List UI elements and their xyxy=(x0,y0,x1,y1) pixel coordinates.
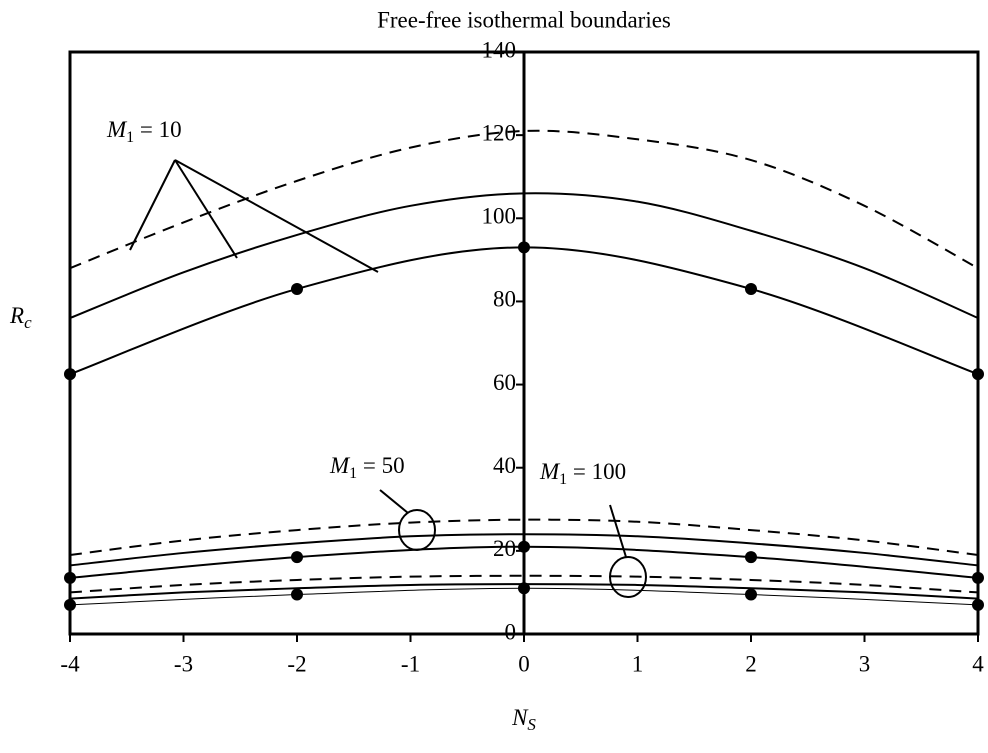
leader-line xyxy=(174,159,238,259)
x-tick-label: 2 xyxy=(745,651,757,676)
y-label-main: R xyxy=(9,303,24,328)
point xyxy=(64,571,76,584)
leaders xyxy=(129,159,647,598)
series-line xyxy=(69,192,979,319)
point xyxy=(518,241,530,254)
x-label-sub: S xyxy=(527,715,536,734)
point xyxy=(291,551,303,564)
x-tick-label: -1 xyxy=(401,651,420,676)
x-tick-label: 4 xyxy=(972,651,984,676)
point xyxy=(64,368,76,381)
y-tick-label: 0 xyxy=(505,619,517,644)
point xyxy=(745,282,757,295)
y-tick-label: 100 xyxy=(482,204,517,229)
annotation-sub: 1 xyxy=(126,129,134,146)
leader-line xyxy=(129,159,176,251)
point xyxy=(291,282,303,295)
x-tick-label: 0 xyxy=(518,651,530,676)
annotation-sub: 1 xyxy=(559,471,567,488)
leader-line xyxy=(174,159,379,273)
point xyxy=(745,551,757,564)
x-tick-label: -4 xyxy=(60,651,80,676)
x-tick-label: 1 xyxy=(632,651,644,676)
point xyxy=(745,588,757,601)
annotation: M1 = 100 xyxy=(539,459,626,487)
x-label-main: N xyxy=(511,705,529,730)
leader-line xyxy=(379,489,409,514)
y-label-sub: c xyxy=(24,313,32,332)
series-line xyxy=(69,533,979,567)
annotation-rest: = 100 xyxy=(567,459,626,484)
y-tick-label: 60 xyxy=(493,370,516,395)
y-tick-label: 20 xyxy=(493,536,516,561)
x-tick-label: -2 xyxy=(287,651,306,676)
point xyxy=(518,582,530,595)
callout-ellipse xyxy=(398,509,436,551)
point xyxy=(972,368,984,381)
chart-title: Free-free isothermal boundaries xyxy=(377,7,671,32)
point xyxy=(64,598,76,611)
series-line xyxy=(69,518,979,557)
point xyxy=(291,588,303,601)
x-axis-label: NS xyxy=(511,705,536,734)
x-tick-label: 3 xyxy=(859,651,871,676)
y-axis-label: Rc xyxy=(9,303,32,332)
annotation: M1 = 10 xyxy=(106,117,182,145)
y-tick-label: 80 xyxy=(493,287,516,312)
annotation-rest: = 50 xyxy=(357,453,404,478)
annotation-rest: = 10 xyxy=(134,117,181,142)
annotation-main: M xyxy=(329,453,351,478)
annotation-main: M xyxy=(539,459,561,484)
annotation: M1 = 50 xyxy=(329,453,405,481)
point xyxy=(972,598,984,611)
x-tick-label: -3 xyxy=(174,651,193,676)
point xyxy=(518,540,530,553)
y-tick-label: 140 xyxy=(482,37,517,62)
annotation-sub: 1 xyxy=(349,465,357,482)
point xyxy=(972,571,984,584)
series-line xyxy=(69,574,979,594)
annotation-main: M xyxy=(106,117,128,142)
y-tick-label: 40 xyxy=(493,453,516,478)
